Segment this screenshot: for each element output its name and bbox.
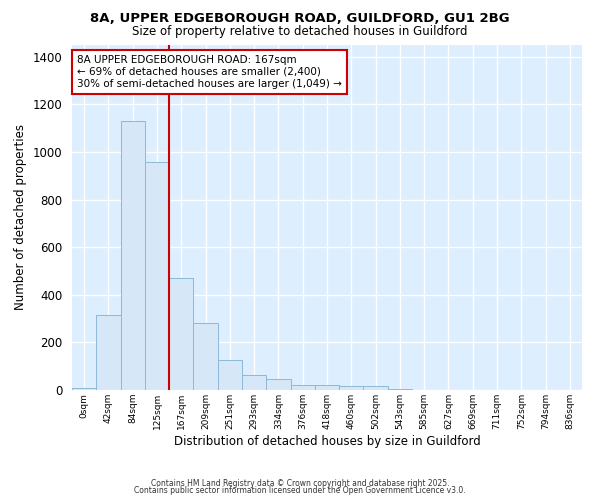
Text: 8A UPPER EDGEBOROUGH ROAD: 167sqm
← 69% of detached houses are smaller (2,400)
3: 8A UPPER EDGEBOROUGH ROAD: 167sqm ← 69% … [77,56,342,88]
X-axis label: Distribution of detached houses by size in Guildford: Distribution of detached houses by size … [173,434,481,448]
Bar [218,360,242,390]
Y-axis label: Number of detached properties: Number of detached properties [14,124,27,310]
Text: Size of property relative to detached houses in Guildford: Size of property relative to detached ho… [132,25,468,38]
Bar [339,386,364,390]
Bar [96,315,121,390]
Bar [145,162,169,390]
Text: 8A, UPPER EDGEBOROUGH ROAD, GUILDFORD, GU1 2BG: 8A, UPPER EDGEBOROUGH ROAD, GUILDFORD, G… [90,12,510,26]
Bar [121,121,145,390]
Bar [193,322,218,390]
Text: Contains public sector information licensed under the Open Government Licence v3: Contains public sector information licen… [134,486,466,495]
Text: Contains HM Land Registry data © Crown copyright and database right 2025.: Contains HM Land Registry data © Crown c… [151,478,449,488]
Bar [169,278,193,390]
Bar [290,385,315,390]
Bar [266,380,290,390]
Bar [242,374,266,390]
Bar [315,385,339,390]
Bar [364,386,388,390]
Bar [72,388,96,390]
